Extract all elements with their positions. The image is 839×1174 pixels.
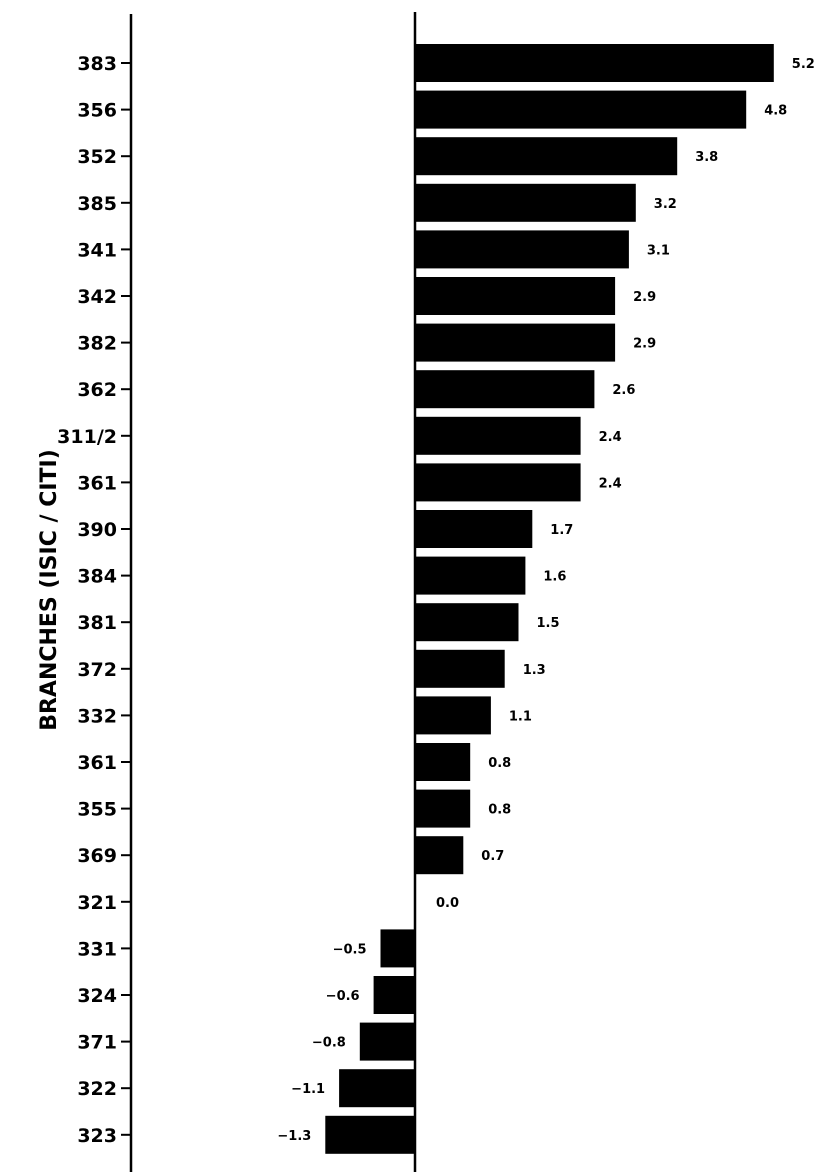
bar (415, 90, 747, 129)
bar (415, 836, 464, 875)
data-label: 2.6 (612, 383, 635, 398)
data-label: 2.4 (599, 476, 622, 491)
category-tick-label: 371 (77, 1032, 117, 1054)
bar (359, 1022, 415, 1061)
y-axis-title-group: BRANCHES (ISIC / CITI) (37, 449, 62, 731)
data-label: 0.0 (436, 896, 459, 911)
category-tick-label: 341 (77, 239, 117, 261)
bar (415, 463, 581, 502)
category-tick-label: 369 (77, 845, 117, 867)
data-label: 2.4 (599, 430, 622, 445)
data-label: 0.7 (481, 849, 504, 864)
bar (415, 789, 471, 828)
data-label: 3.2 (654, 197, 677, 212)
bar (373, 976, 415, 1014)
data-label: −1.1 (291, 1082, 325, 1097)
category-tick-label: 356 (77, 100, 117, 122)
bar (415, 370, 595, 409)
category-tick-label: 355 (77, 799, 117, 821)
data-label: 1.6 (543, 570, 566, 585)
bars (325, 44, 774, 1154)
category-tick-label: 322 (77, 1078, 117, 1100)
category-tick-label: 385 (77, 193, 117, 215)
category-tick-label: 361 (77, 472, 117, 494)
data-label: 2.9 (633, 337, 656, 352)
data-label: 3.1 (647, 243, 670, 258)
data-label: 1.5 (537, 616, 560, 631)
data-label: 3.8 (695, 150, 718, 165)
category-tick-label: 381 (77, 612, 117, 634)
data-label: 1.3 (523, 663, 546, 678)
data-label: −0.8 (312, 1036, 346, 1051)
bar (415, 183, 636, 222)
category-tick-label: 321 (77, 892, 117, 914)
category-tick-label: 323 (77, 1125, 117, 1147)
bar (415, 649, 505, 688)
bar (339, 1069, 415, 1108)
bar (415, 510, 533, 548)
category-tick-label: 362 (77, 379, 117, 401)
category-tick-label: 383 (77, 53, 117, 75)
data-label: −0.5 (333, 942, 367, 957)
category-tick-labels: 383 356 352 385 341 342 382 362 311/2 361 390 384 38… (57, 53, 117, 1147)
data-label: −0.6 (326, 989, 360, 1004)
bar (415, 137, 678, 176)
bar (380, 929, 415, 968)
category-tick-label: 332 (77, 705, 117, 727)
bar (415, 696, 491, 735)
bar (415, 416, 581, 455)
data-label: 0.8 (488, 803, 511, 818)
category-ticks (121, 62, 131, 1136)
bar (415, 556, 526, 595)
y-axis-title: BRANCHES (ISIC / CITI) (37, 449, 62, 731)
category-tick-label: 311/2 (57, 426, 117, 448)
data-label: 4.8 (764, 104, 787, 119)
bar (325, 1115, 415, 1154)
data-label: 1.7 (550, 523, 573, 538)
category-tick-label: 372 (77, 659, 117, 681)
category-tick-label: 382 (77, 333, 117, 355)
data-labels: 5.2 4.8 3.8 3.2 3.1 2.9 2.9 2.6 2.4 2.4 1.7 1.6 1.5 1… (277, 57, 814, 1144)
data-label: 2.9 (633, 290, 656, 305)
data-label: 1.1 (509, 709, 532, 724)
data-label: 0.8 (488, 756, 511, 771)
category-tick-label: 361 (77, 752, 117, 774)
category-tick-label: 352 (77, 146, 117, 168)
bar (415, 743, 471, 781)
bar (415, 323, 616, 362)
category-tick-label: 331 (77, 938, 117, 960)
bar (415, 277, 616, 315)
bar (415, 230, 629, 269)
category-tick-label: 384 (77, 566, 117, 588)
bar (415, 603, 519, 642)
category-tick-label: 390 (77, 519, 117, 541)
bar (415, 44, 774, 82)
data-label: −1.3 (277, 1129, 311, 1144)
category-tick-label: 324 (77, 985, 117, 1007)
category-tick-label: 342 (77, 286, 117, 308)
data-label: 5.2 (792, 57, 815, 72)
